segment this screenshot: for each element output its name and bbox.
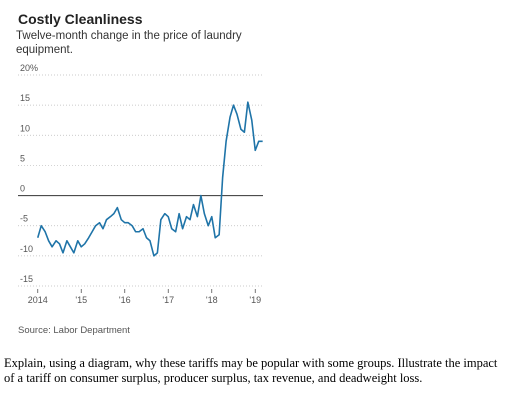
chart: Costly Cleanliness Twelve-month change i… <box>16 11 263 336</box>
x-tick-label: 2014 <box>28 295 48 305</box>
chart-title: Costly Cleanliness <box>18 11 143 27</box>
x-tick-label: '15 <box>75 295 87 305</box>
source: Source: Labor Department <box>18 325 130 336</box>
y-tick-label: -10 <box>20 244 33 254</box>
y-tick-label: 5 <box>20 153 25 163</box>
y-tick-label: -5 <box>20 214 28 224</box>
y-tick-label: 0 <box>20 184 25 194</box>
x-tick-label: '19 <box>249 295 261 305</box>
x-tick-label: '18 <box>206 295 218 305</box>
chart-subtitle: Twelve-month change in the price of laun… <box>16 30 242 56</box>
y-tick-label: 20% <box>20 63 38 73</box>
x-tick-label: '17 <box>162 295 174 305</box>
y-tick-label: 15 <box>20 93 30 103</box>
y-tick-label: 10 <box>20 123 30 133</box>
question: Explain, using a diagram, why these tari… <box>4 356 498 385</box>
line-series <box>36 101 263 257</box>
x-tick-label: '16 <box>119 295 131 305</box>
subtitle-box: Twelve-month change in the price of laun… <box>16 30 242 56</box>
y-tick-label: -15 <box>20 274 33 284</box>
